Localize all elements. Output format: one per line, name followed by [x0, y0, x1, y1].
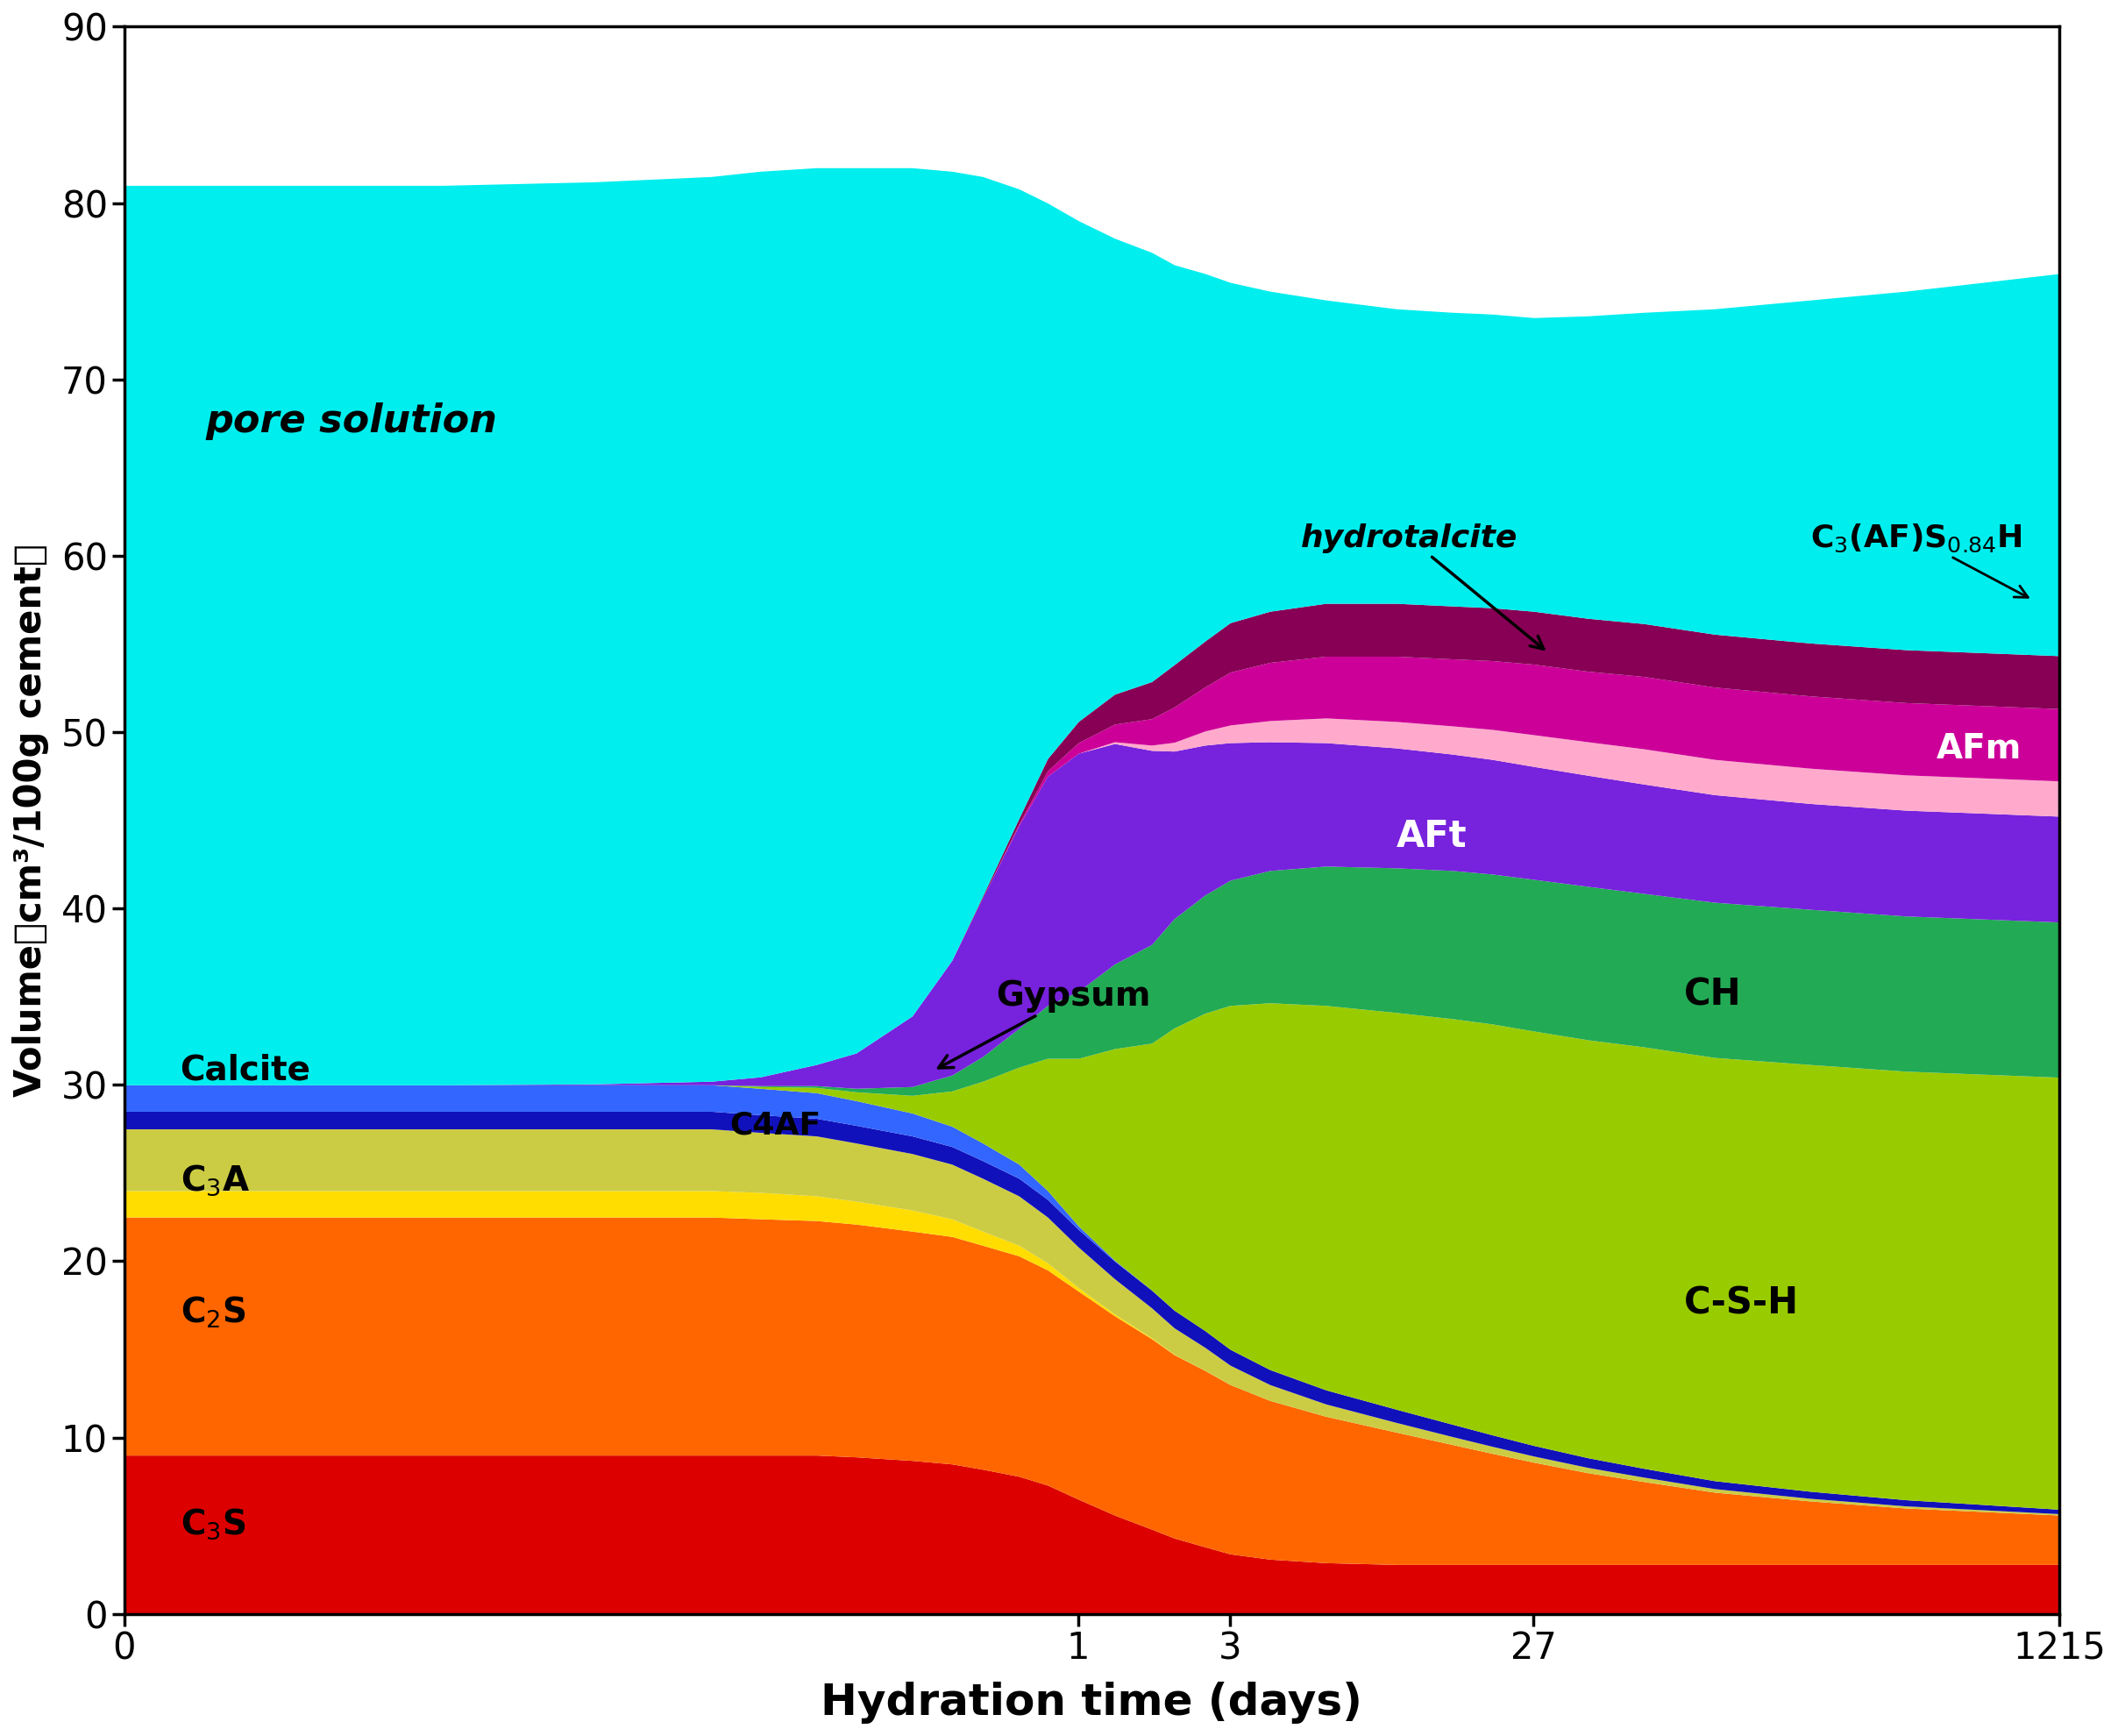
Text: C$_3$A: C$_3$A — [180, 1163, 250, 1198]
Text: AFt: AFt — [1396, 818, 1468, 854]
Text: Gypsum: Gypsum — [938, 979, 1150, 1068]
Y-axis label: Volume（cm³/100g cement）: Volume（cm³/100g cement） — [13, 543, 49, 1097]
Text: pore solution: pore solution — [205, 403, 498, 441]
Text: C$_2$S: C$_2$S — [180, 1295, 246, 1330]
Text: C$_3$(AF)S$_{0.84}$H: C$_3$(AF)S$_{0.84}$H — [1811, 523, 2027, 597]
Text: CH: CH — [1684, 976, 1741, 1014]
Text: C4AF: C4AF — [729, 1111, 822, 1141]
Text: hydrotalcite: hydrotalcite — [1300, 523, 1544, 649]
Text: C-S-H: C-S-H — [1684, 1285, 1798, 1321]
X-axis label: Hydration time (days): Hydration time (days) — [822, 1682, 1362, 1724]
Text: AFm: AFm — [1936, 733, 2023, 766]
Text: C$_3$S: C$_3$S — [180, 1507, 246, 1542]
Text: Calcite: Calcite — [180, 1054, 311, 1087]
